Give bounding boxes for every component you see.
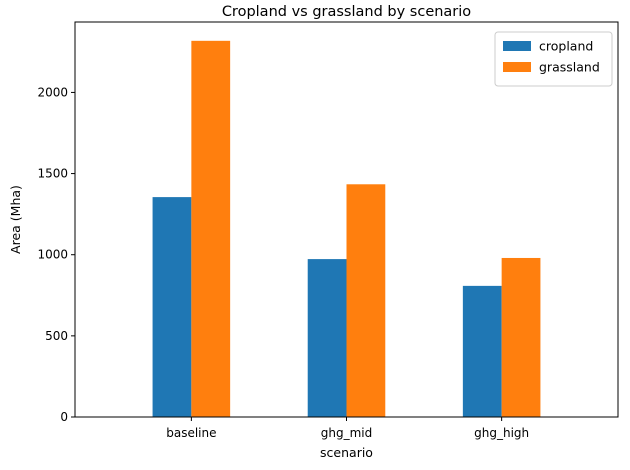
x-axis: baseline ghg_mid ghg_high <box>166 417 529 440</box>
x-axis-label: scenario <box>320 445 373 460</box>
legend-label-cropland: cropland <box>539 39 593 54</box>
bar-grassland-ghg_mid <box>346 184 386 417</box>
chart-title: Cropland vs grassland by scenario <box>222 4 471 20</box>
bar-grassland-ghg_high <box>501 257 541 417</box>
x-tick-label: ghg_high <box>474 426 529 440</box>
y-tick-label: 0 <box>60 410 68 424</box>
legend-swatch-cropland <box>503 41 531 51</box>
y-tick-label: 1500 <box>37 167 68 181</box>
y-axis-label: Area (Mha) <box>8 185 23 254</box>
y-axis: 0 500 1000 1500 2000 <box>37 85 75 424</box>
bars-group <box>152 40 541 417</box>
legend: cropland grassland <box>494 31 613 87</box>
x-tick-label: baseline <box>166 426 216 440</box>
bar-cropland-ghg_mid <box>307 259 347 417</box>
legend-label-grassland: grassland <box>539 60 600 75</box>
legend-swatch-grassland <box>503 62 531 72</box>
y-tick-label: 500 <box>45 329 68 343</box>
y-tick-label: 2000 <box>37 85 68 99</box>
bar-cropland-baseline <box>152 197 192 417</box>
y-tick-label: 1000 <box>37 248 68 262</box>
x-tick-label: ghg_mid <box>321 426 372 440</box>
bar-cropland-ghg_high <box>462 285 502 417</box>
bar-grassland-baseline <box>191 40 231 417</box>
